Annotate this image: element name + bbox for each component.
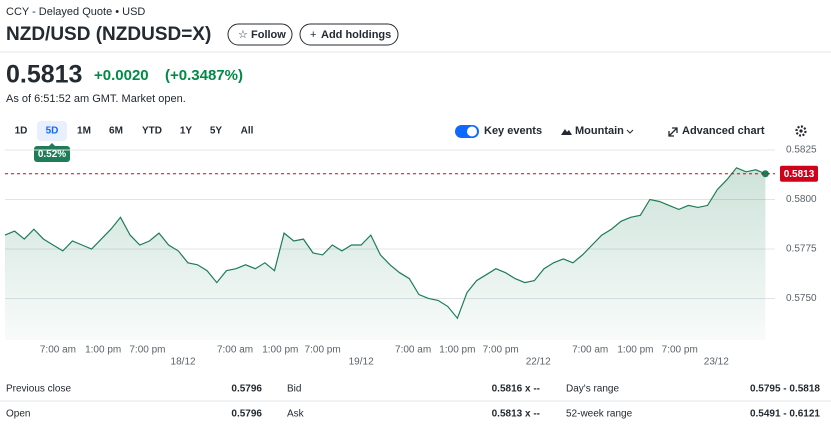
stat-label: Ask (287, 409, 305, 420)
button-label: Add holdings (321, 29, 391, 41)
as-of: As of 6:51:52 am GMT. Market open. (6, 93, 186, 105)
price-change: +0.0020 (94, 67, 149, 84)
range-tab[interactable]: 1D (15, 126, 28, 137)
x-tick-label: 7:00 am (40, 345, 76, 356)
x-tick-label: 7:00 pm (129, 345, 165, 356)
button-frame (227, 23, 293, 46)
button-frame (299, 23, 399, 46)
price: 0.5813 (6, 61, 82, 89)
x-tick-label: 7:00 pm (662, 345, 698, 356)
range-tab[interactable]: YTD (142, 126, 162, 137)
price-change-percent: (+0.3487%) (165, 67, 243, 84)
settings-button[interactable] (795, 125, 807, 137)
x-tick-label: 1:00 pm (439, 345, 475, 356)
x-date-label: 18/12 (171, 357, 196, 368)
button-label: Follow (251, 29, 286, 41)
toggle-knob (467, 126, 477, 137)
x-tick-label: 1:00 pm (85, 345, 121, 356)
range-tab[interactable]: 0.52% 5D (34, 121, 70, 162)
range-tab[interactable]: 5Y (210, 126, 223, 137)
x-date-label: 23/12 (704, 357, 729, 368)
x-date-label: 19/12 (349, 357, 374, 368)
tab-label: 1D (15, 126, 28, 137)
x-tick-label: 7:00 pm (305, 345, 341, 356)
stat-value: 0.5796 (231, 409, 262, 420)
y-tick-label: 0.5775 (786, 244, 817, 255)
stat-value: 0.5796 (231, 384, 262, 395)
chart-type-menu[interactable]: Mountain (561, 125, 634, 137)
price-line (4, 167, 766, 320)
x-tick-label: 7:00 am (572, 345, 608, 356)
x-tick-label: 7:00 am (217, 345, 253, 356)
tab-label: 5D (46, 126, 59, 137)
quote-title: NZD/USD (NZDUSD=X) (6, 24, 211, 45)
plus-icon: + (310, 29, 316, 41)
stat-label: Previous close (6, 384, 71, 395)
last-price-box (780, 165, 818, 182)
tab-label: YTD (142, 126, 162, 137)
stat-value: 0.5491 - 0.6121 (750, 409, 820, 420)
x-tick-label: 1:00 pm (262, 345, 298, 356)
stat-label: Open (6, 409, 30, 420)
add-holdings-button[interactable]: + Add holdings (299, 23, 399, 46)
toggle-label: Key events (484, 125, 542, 137)
tab-label: 5Y (210, 126, 223, 137)
x-tick-label: 7:00 am (395, 345, 431, 356)
badge-label: 0.52% (38, 149, 66, 160)
y-tick-label: 0.5750 (786, 293, 817, 304)
stat-label: Bid (287, 384, 301, 395)
stat-value: 0.5795 - 0.5818 (750, 384, 820, 395)
stat-label: 52-week range (566, 409, 633, 420)
tab-label: 1M (77, 126, 91, 137)
gear-icon (795, 125, 807, 137)
menu-label: Mountain (575, 125, 624, 137)
x-date-label: 22/12 (526, 357, 551, 368)
stat-value: 0.5816 x -- (492, 384, 540, 395)
quote-meta: CCY - Delayed Quote • USD (6, 6, 145, 18)
key-events-toggle[interactable]: Key events (455, 125, 542, 138)
range-tab[interactable]: 1M (77, 126, 91, 137)
mountain-icon (561, 129, 572, 135)
last-point (761, 170, 769, 178)
follow-button[interactable]: ☆ Follow (227, 23, 293, 46)
tab-label: All (241, 126, 254, 137)
gear-hub (799, 129, 803, 133)
stat-label: Day's range (566, 384, 619, 395)
expand-icon (668, 127, 678, 137)
tab-label: 1Y (180, 126, 193, 137)
advanced-chart-link[interactable]: Advanced chart (668, 125, 765, 137)
star-icon: ☆ (238, 29, 248, 41)
area-fill (5, 167, 766, 340)
tab-label: 6M (109, 126, 123, 137)
range-tab[interactable]: 6M (109, 126, 123, 137)
range-tab[interactable]: 1Y (180, 126, 193, 137)
y-tick-label: 0.5825 (786, 145, 817, 156)
chevron-icon (626, 129, 634, 134)
link-label: Advanced chart (682, 125, 765, 137)
x-tick-label: 7:00 pm (483, 345, 519, 356)
change-badge: 0.52% (34, 143, 70, 162)
stat-value: 0.5813 x -- (492, 409, 540, 420)
range-tab[interactable]: All (241, 126, 254, 137)
y-tick-label: 0.5800 (786, 194, 817, 205)
tab-highlight (37, 121, 67, 141)
last-price-label: 0.5813 (784, 169, 815, 180)
x-tick-label: 1:00 pm (617, 345, 653, 356)
